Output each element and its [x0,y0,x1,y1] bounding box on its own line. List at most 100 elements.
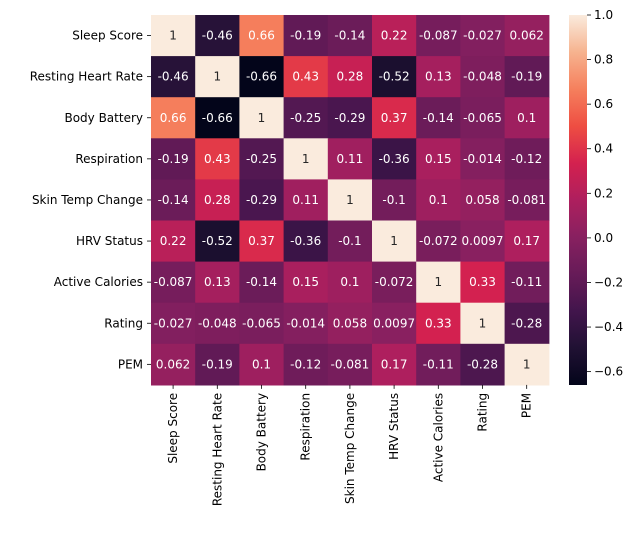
heatmap-cell [195,302,240,345]
heatmap-cell [460,261,506,304]
cell-value-label: -0.065 [242,316,281,330]
heatmap-cells [151,15,550,386]
heatmap-cell [372,56,417,98]
cell-value-label: 1 [479,316,487,330]
heatmap-cell [283,97,329,139]
heatmap-cell [239,138,285,180]
y-axis: Sleep Score Resting Heart Rate Body Batter… [30,29,151,371]
heatmap-cell [460,97,506,139]
cell-value-label: -0.52 [379,70,410,84]
cell-value-label: 0.0097 [462,234,504,248]
colorbar-gradient [569,15,587,385]
heatmap-cell [416,343,461,386]
x-tick-label: Skin Temp Change [343,393,357,504]
heatmap-cell [239,97,285,139]
cell-value-label: -0.14 [334,29,365,43]
heatmap-cell [460,15,506,57]
cell-value-label: 0.37 [248,234,275,248]
cell-value-label: 0.15 [425,152,452,166]
cell-value-label: 0.058 [333,316,367,330]
heatmap-cell [195,220,240,263]
heatmap-cell [151,220,196,263]
cell-value-label: -0.29 [334,111,365,125]
heatmap-cell [239,220,285,263]
cell-value-label: -0.14 [246,275,277,289]
x-tick-label: Sleep Score [166,393,180,464]
cell-value-label: -0.52 [202,234,233,248]
cell-value-label: 0.43 [204,152,231,166]
heatmap-cell [460,179,506,222]
cell-value-label: -0.19 [202,357,233,371]
cell-value-label: 0.15 [292,275,319,289]
colorbar-tick-label: 0.0 [594,231,613,245]
colorbar: −0.6 −0.4 −0.2 0.0 0.2 0.4 0.6 0.8 1.0 [569,8,623,385]
y-tick-label: Skin Temp Change [32,193,143,207]
heatmap-cell [239,15,285,57]
cell-value-label: 0.66 [160,111,187,125]
heatmap-cell [504,261,550,304]
cell-value-label: -0.081 [331,357,370,371]
cell-value-label: -0.25 [246,152,277,166]
heatmap-cell [239,302,285,345]
cell-value-label: 0.13 [204,275,231,289]
cell-value-label: 0.22 [381,29,408,43]
colorbar-tick-label: 0.6 [594,97,613,111]
cell-value-label: 1 [258,111,266,125]
cell-value-label: -0.027 [463,29,502,43]
heatmap-cell [416,15,461,57]
cell-value-label: -0.1 [382,193,405,207]
cell-value-label: 0.13 [425,70,452,84]
cell-value-label: -0.087 [419,29,458,43]
colorbar-tick-label: 0.8 [594,53,613,67]
cell-value-label: -0.12 [511,152,542,166]
heatmap-cell [504,179,550,222]
x-tick-label: Resting Heart Rate [210,393,224,506]
heatmap-cell [504,56,550,98]
cell-value-label: 1 [434,275,442,289]
cell-value-label: 0.058 [465,193,499,207]
heatmap-cell [416,261,461,304]
colorbar-tick-label: −0.4 [594,320,623,334]
cell-value-label: -0.048 [198,316,237,330]
heatmap-cell [283,138,329,180]
heatmap-cell [327,138,373,180]
cell-value-label: -0.19 [511,70,542,84]
cell-value-label: 1 [302,152,310,166]
heatmap-cell [151,97,196,139]
heatmap-cell [151,343,196,386]
heatmap-cell [460,343,506,386]
heatmap-cell [416,302,461,345]
heatmap-cell [416,220,461,263]
heatmap-cell [239,261,285,304]
heatmap-cell [416,179,461,222]
x-tick-label: Body Battery [255,393,269,472]
y-tick-label: Sleep Score [72,29,143,43]
heatmap-cell [151,15,196,57]
heatmap-cell [283,261,329,304]
x-tick-label: PEM [520,393,534,418]
cell-value-label: -0.12 [290,357,321,371]
heatmap-cell [327,97,373,139]
heatmap-cell [283,302,329,345]
y-tick-label: PEM [118,357,143,371]
cell-value-label: 0.66 [248,29,275,43]
cell-value-label: 0.28 [337,70,364,84]
heatmap-cell [327,179,373,222]
cell-value-label: 0.22 [160,234,187,248]
cell-value-label: 0.37 [381,111,408,125]
x-axis: Sleep Score Resting Heart Rate Body Batter… [166,384,534,506]
cell-value-label: -0.065 [463,111,502,125]
heatmap-cell [327,261,373,304]
colorbar-tick-label: −0.2 [594,275,623,289]
heatmap-cell [151,302,196,345]
cell-value-label: -0.25 [290,111,321,125]
heatmap-cell [327,56,373,98]
heatmap-cell [239,56,285,98]
cell-value-label: 0.43 [292,70,319,84]
cell-value-label: -0.072 [419,234,458,248]
x-tick-label: HRV Status [387,393,401,460]
heatmap-cell [195,343,240,386]
heatmap-cell [372,15,417,57]
cell-value-label: -0.28 [511,316,542,330]
y-tick-label: Resting Heart Rate [30,70,143,84]
